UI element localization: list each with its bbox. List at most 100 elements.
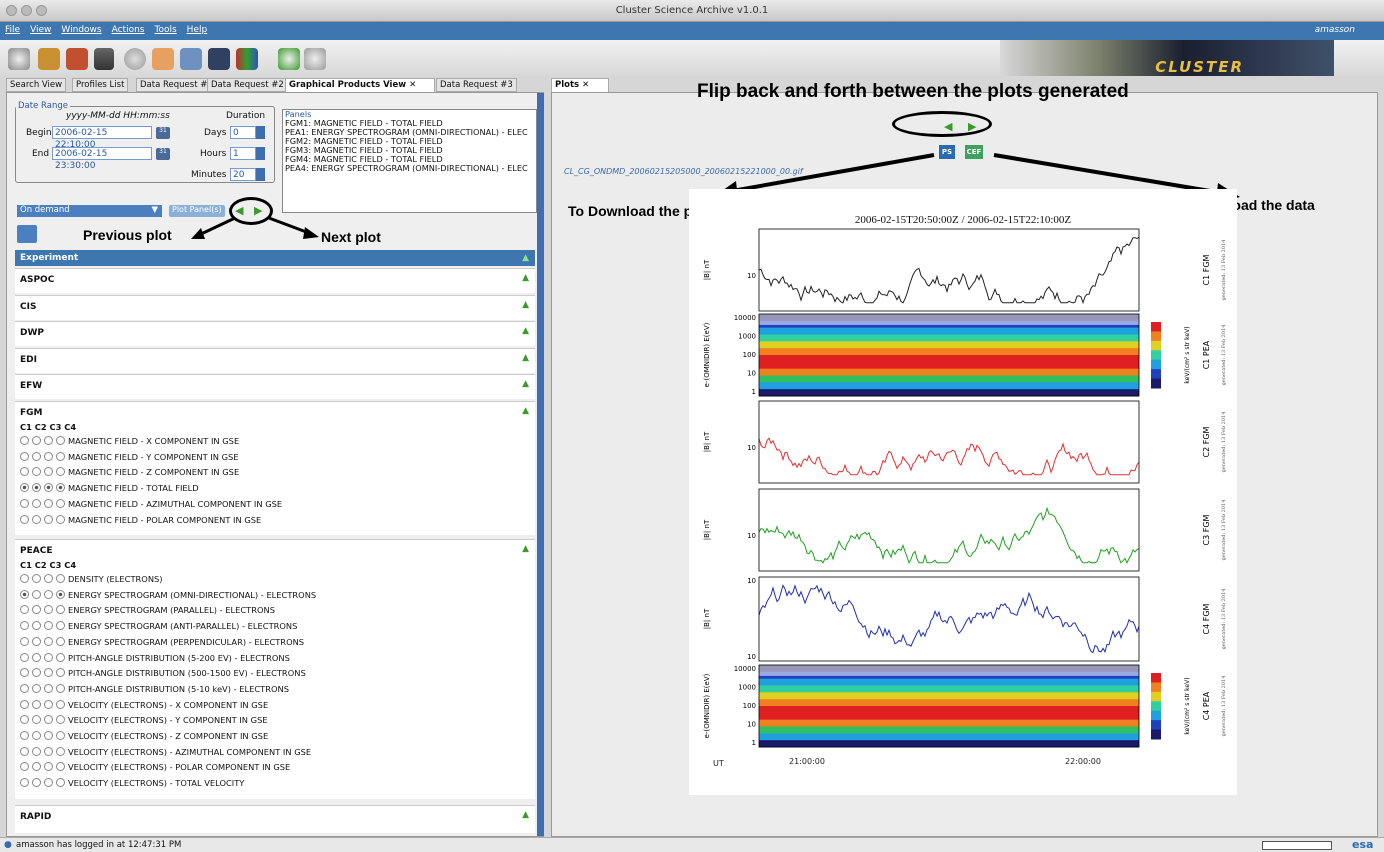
spacecraft-radio[interactable]	[32, 621, 41, 631]
spacecraft-radio[interactable]	[44, 451, 53, 461]
tab-search-view[interactable]: Search View	[6, 78, 67, 92]
panels-list[interactable]: Panels FGM1: MAGNETIC FIELD - TOTAL FIEL…	[282, 109, 537, 213]
mode-dropdown[interactable]: On demand ▼	[17, 205, 162, 217]
section-dwp[interactable]: DWP ▲	[15, 321, 535, 346]
next-plot-arrow-icon[interactable]: ▶	[968, 120, 977, 133]
days-stepper[interactable]	[256, 126, 265, 139]
minutes-stepper[interactable]	[256, 168, 265, 181]
spacecraft-radio[interactable]	[56, 605, 65, 615]
calendar-icon[interactable]: 31	[156, 148, 170, 160]
spacecraft-radio[interactable]	[44, 589, 53, 599]
tab-data-request-2[interactable]: Data Request #2	[207, 78, 288, 92]
notes-icon[interactable]	[152, 48, 174, 70]
list-item[interactable]: FGM4: MAGNETIC FIELD - TOTAL FIELD	[285, 154, 443, 164]
spacecraft-radio[interactable]	[32, 589, 41, 599]
delete-catalog-icon[interactable]	[66, 48, 88, 70]
add-panel-icon[interactable]	[17, 225, 37, 243]
spacecraft-radio[interactable]	[56, 746, 65, 756]
list-item[interactable]: PEA1: ENERGY SPECTROGRAM (OMNI-DIRECTION…	[285, 127, 528, 137]
list-item[interactable]: FGM3: MAGNETIC FIELD - TOTAL FIELD	[285, 145, 443, 155]
zoom-window-button[interactable]	[36, 5, 47, 16]
cart-icon[interactable]	[94, 48, 114, 70]
spacecraft-radio[interactable]	[20, 683, 29, 693]
spacecraft-radio[interactable]	[44, 498, 53, 508]
spacecraft-radio[interactable]	[32, 514, 41, 524]
spacecraft-radio[interactable]	[44, 746, 53, 756]
spacecraft-radio[interactable]	[56, 589, 65, 599]
menu-tools[interactable]: Tools	[154, 25, 177, 35]
spacecraft-radio[interactable]	[56, 467, 65, 477]
zoom-out-icon[interactable]	[304, 48, 326, 70]
download-ps-button[interactable]: PS	[939, 145, 955, 159]
spacecraft-radio[interactable]	[44, 436, 53, 445]
spacecraft-radio[interactable]	[56, 621, 65, 631]
spacecraft-radio[interactable]	[44, 467, 53, 477]
tab-plots[interactable]: Plots ✕	[551, 78, 609, 92]
spacecraft-radio[interactable]	[56, 731, 65, 740]
spacecraft-radio[interactable]	[20, 636, 29, 646]
spacecraft-radio[interactable]	[44, 636, 53, 646]
download-cef-button[interactable]: CEF	[965, 145, 983, 159]
spacecraft-radio[interactable]	[32, 605, 41, 615]
spacecraft-radio[interactable]	[32, 746, 41, 756]
section-edi[interactable]: EDI ▲	[15, 348, 535, 373]
search-icon[interactable]	[8, 48, 30, 70]
catalog-icon[interactable]	[38, 48, 60, 70]
spacecraft-radio[interactable]	[44, 762, 53, 772]
spacecraft-radio[interactable]	[44, 483, 53, 493]
plot-filename-link[interactable]: CL_CG_ONDMD_20060215205000_2006021522100…	[564, 167, 803, 176]
menu-actions[interactable]: Actions	[111, 25, 145, 35]
days-field[interactable]: 0	[230, 126, 256, 139]
spacecraft-radio[interactable]	[44, 699, 53, 709]
spacecraft-radio[interactable]	[56, 762, 65, 772]
spacecraft-radio[interactable]	[20, 762, 29, 772]
section-rapid[interactable]: RAPID ▲	[15, 805, 535, 833]
hours-stepper[interactable]	[256, 147, 265, 160]
form-icon[interactable]	[180, 48, 202, 70]
zoom-in-icon[interactable]	[278, 48, 300, 70]
list-item[interactable]: PEA4: ENERGY SPECTROGRAM (OMNI-DIRECTION…	[285, 163, 528, 173]
spacecraft-radio[interactable]	[32, 762, 41, 772]
begin-date-field[interactable]: 2006-02-15 22:10:00	[52, 126, 152, 150]
spacecraft-radio[interactable]	[56, 451, 65, 461]
spacecraft-radio[interactable]	[20, 589, 29, 599]
collapse-icon[interactable]: ▲	[522, 544, 529, 554]
spacecraft-radio[interactable]	[20, 699, 29, 709]
spacecraft-radio[interactable]	[32, 483, 41, 493]
collapse-icon[interactable]: ▲	[522, 406, 529, 416]
spacecraft-radio[interactable]	[20, 498, 29, 508]
collapse-icon[interactable]: ▲	[522, 253, 529, 263]
plot-panels-button[interactable]: Plot Panel(s)	[169, 205, 225, 217]
spacecraft-radio[interactable]	[56, 683, 65, 693]
hours-field[interactable]: 1	[230, 147, 256, 160]
spacecraft-radio[interactable]	[44, 574, 53, 583]
calendar-icon[interactable]: 31	[156, 127, 170, 139]
tab-data-request-3[interactable]: Data Request #3	[436, 78, 517, 92]
spacecraft-radio[interactable]	[32, 436, 41, 445]
spacecraft-radio[interactable]	[32, 715, 41, 725]
spacecraft-radio[interactable]	[32, 467, 41, 477]
spacecraft-radio[interactable]	[44, 668, 53, 678]
spacecraft-radio[interactable]	[20, 514, 29, 524]
spacecraft-radio[interactable]	[44, 778, 53, 788]
spacecraft-radio[interactable]	[56, 668, 65, 678]
spacecraft-radio[interactable]	[32, 683, 41, 693]
tab-data-request-1[interactable]: Data Request #1	[136, 78, 217, 92]
cancel-icon[interactable]	[124, 48, 146, 70]
list-item[interactable]: FGM1: MAGNETIC FIELD - TOTAL FIELD	[285, 118, 443, 128]
spacecraft-radio[interactable]	[32, 778, 41, 788]
tab-profiles-list[interactable]: Profiles List	[72, 78, 129, 92]
spacecraft-radio[interactable]	[56, 436, 65, 445]
spacecraft-radio[interactable]	[20, 746, 29, 756]
section-efw[interactable]: EFW ▲	[15, 374, 535, 399]
spacecraft-radio[interactable]	[20, 731, 29, 740]
spacecraft-radio[interactable]	[44, 715, 53, 725]
spacecraft-radio[interactable]	[32, 498, 41, 508]
spacecraft-radio[interactable]	[32, 652, 41, 662]
graph-icon[interactable]	[208, 48, 230, 70]
spacecraft-radio[interactable]	[56, 636, 65, 646]
spacecraft-radio[interactable]	[20, 621, 29, 631]
minutes-field[interactable]: 20	[230, 168, 256, 181]
left-scrollbar[interactable]	[537, 93, 544, 836]
spacecraft-radio[interactable]	[44, 683, 53, 693]
